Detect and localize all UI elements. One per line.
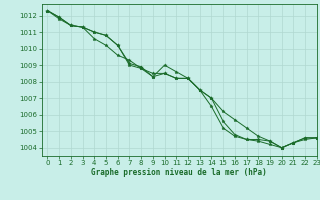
X-axis label: Graphe pression niveau de la mer (hPa): Graphe pression niveau de la mer (hPa) bbox=[91, 168, 267, 177]
